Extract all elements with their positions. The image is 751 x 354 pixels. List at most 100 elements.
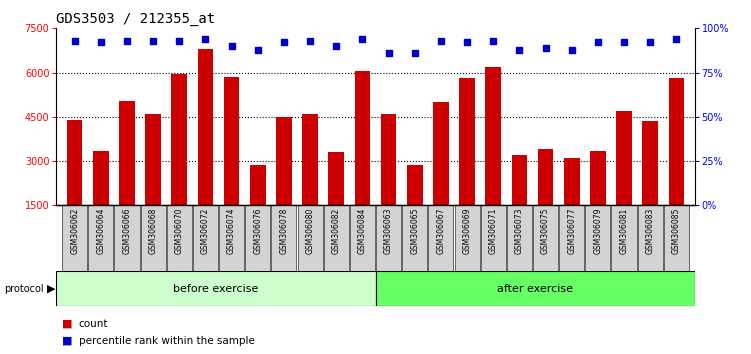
Text: after exercise: after exercise <box>497 284 573 293</box>
Bar <box>668 79 684 250</box>
Text: GSM306063: GSM306063 <box>384 208 393 255</box>
Text: GSM306068: GSM306068 <box>149 208 158 254</box>
Text: GSM306085: GSM306085 <box>672 208 681 254</box>
Point <box>566 47 578 52</box>
Bar <box>616 111 632 250</box>
Text: GSM306075: GSM306075 <box>541 208 550 255</box>
Point <box>539 45 551 51</box>
Bar <box>564 158 580 250</box>
Text: ■: ■ <box>62 336 72 346</box>
Point <box>461 40 473 45</box>
Text: GSM306083: GSM306083 <box>646 208 655 254</box>
Bar <box>62 205 87 271</box>
Bar <box>459 79 475 250</box>
Bar <box>485 67 501 250</box>
Bar <box>271 205 297 271</box>
Point <box>409 50 421 56</box>
Bar <box>328 152 344 250</box>
Text: count: count <box>79 319 108 329</box>
Bar <box>250 166 266 250</box>
Point <box>592 40 604 45</box>
Bar <box>376 205 401 271</box>
Bar <box>167 205 192 271</box>
Bar <box>56 271 376 306</box>
Point <box>330 43 342 49</box>
Bar <box>403 205 427 271</box>
Text: GSM306078: GSM306078 <box>279 208 288 254</box>
Text: GSM306069: GSM306069 <box>463 208 472 255</box>
Bar <box>507 205 532 271</box>
Point <box>68 38 80 44</box>
Bar <box>585 205 611 271</box>
Text: GSM306066: GSM306066 <box>122 208 131 255</box>
Bar <box>67 120 83 250</box>
Point <box>618 40 630 45</box>
Text: GSM306071: GSM306071 <box>489 208 498 254</box>
Bar <box>354 71 370 250</box>
Text: GDS3503 / 212355_at: GDS3503 / 212355_at <box>56 12 216 26</box>
Bar <box>376 271 695 306</box>
Text: GSM306080: GSM306080 <box>306 208 315 254</box>
Point <box>225 43 237 49</box>
Point <box>147 38 159 44</box>
Bar <box>171 74 187 250</box>
Bar <box>297 205 323 271</box>
Bar <box>324 205 348 271</box>
Point <box>382 50 394 56</box>
Point <box>121 38 133 44</box>
Text: GSM306077: GSM306077 <box>567 208 576 255</box>
Text: GSM306072: GSM306072 <box>201 208 210 254</box>
Text: GSM306062: GSM306062 <box>70 208 79 254</box>
Point <box>173 38 185 44</box>
Text: ▶: ▶ <box>47 284 55 293</box>
Bar <box>350 205 375 271</box>
Text: GSM306079: GSM306079 <box>593 208 602 255</box>
Bar <box>119 101 135 250</box>
Bar <box>511 155 527 250</box>
Bar <box>638 205 663 271</box>
Bar <box>114 205 140 271</box>
Point <box>278 40 290 45</box>
Point <box>357 36 369 42</box>
Bar <box>198 49 213 250</box>
Point <box>200 36 212 42</box>
Bar <box>193 205 218 271</box>
Bar <box>538 149 553 250</box>
Bar <box>145 114 161 250</box>
Point <box>514 47 526 52</box>
Text: ■: ■ <box>62 319 72 329</box>
Bar <box>89 205 113 271</box>
Text: GSM306073: GSM306073 <box>515 208 524 255</box>
Point <box>435 38 447 44</box>
Bar <box>559 205 584 271</box>
Bar <box>590 151 606 250</box>
Text: GSM306081: GSM306081 <box>620 208 629 254</box>
Point <box>671 36 683 42</box>
Text: GSM306084: GSM306084 <box>358 208 367 254</box>
Bar <box>533 205 558 271</box>
Text: GSM306074: GSM306074 <box>227 208 236 255</box>
Bar <box>664 205 689 271</box>
Bar <box>428 205 454 271</box>
Point <box>644 40 656 45</box>
Bar <box>433 102 449 250</box>
Bar <box>302 114 318 250</box>
Bar <box>276 117 292 250</box>
Bar <box>381 114 397 250</box>
Bar <box>224 77 240 250</box>
Text: GSM306070: GSM306070 <box>175 208 184 255</box>
Bar <box>93 151 109 250</box>
Text: GSM306064: GSM306064 <box>96 208 105 255</box>
Bar <box>611 205 637 271</box>
Text: GSM306067: GSM306067 <box>436 208 445 255</box>
Bar <box>219 205 244 271</box>
Text: GSM306082: GSM306082 <box>332 208 341 254</box>
Bar <box>481 205 505 271</box>
Text: GSM306065: GSM306065 <box>410 208 419 255</box>
Text: GSM306076: GSM306076 <box>253 208 262 255</box>
Text: protocol: protocol <box>4 284 44 293</box>
Bar <box>246 205 270 271</box>
Bar <box>140 205 166 271</box>
Text: before exercise: before exercise <box>173 284 258 293</box>
Point <box>304 38 316 44</box>
